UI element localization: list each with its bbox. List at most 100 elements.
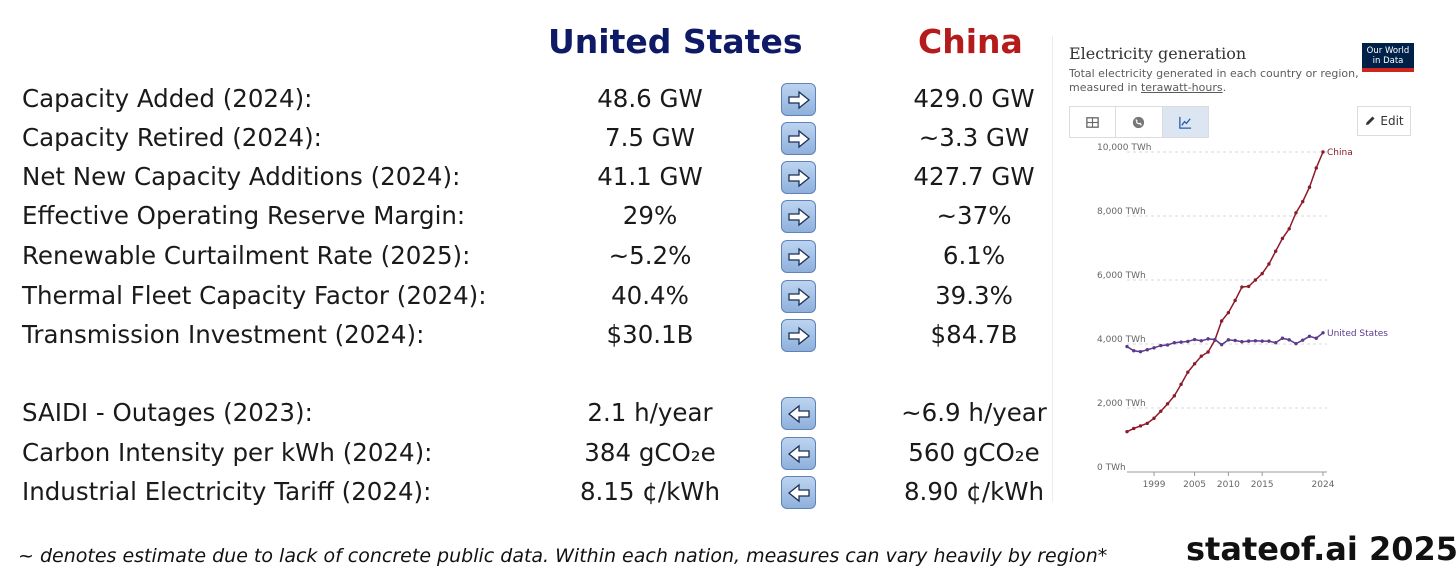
data-point <box>1307 185 1312 189</box>
data-point <box>1192 337 1197 342</box>
metric-row: Carbon Intensity per kWh (2024): 384 gCO₂… <box>0 434 1050 474</box>
data-point <box>1172 394 1177 398</box>
data-point <box>1280 236 1285 241</box>
china-value: 560 gCO₂e <box>908 438 1040 467</box>
series-line-united-states <box>1126 332 1324 353</box>
arrow-right-icon <box>781 122 816 155</box>
y-tick-label: 4,000 TWh <box>1097 335 1146 345</box>
data-point <box>1192 362 1197 366</box>
header-china: China <box>918 22 1023 61</box>
metric-label: SAIDI - Outages (2023): <box>22 398 313 427</box>
chart-subtitle: Total electricity generated in each coun… <box>1069 67 1359 95</box>
data-point <box>1206 337 1210 341</box>
y-tick-label: 0 TWh <box>1097 463 1126 473</box>
arrow-left-icon <box>781 437 816 470</box>
data-point <box>1301 199 1305 204</box>
metric-row: Transmission Investment (2024): $30.1B $84… <box>0 316 1050 356</box>
metric-row: Effective Operating Reserve Margin: 29% ~3… <box>0 197 1050 237</box>
metric-row: Capacity Retired (2024): 7.5 GW ~3.3 GW <box>0 119 1050 159</box>
data-point <box>1294 341 1298 346</box>
arrow-right-icon <box>781 319 816 352</box>
data-point <box>1294 211 1298 215</box>
data-point <box>1125 344 1129 349</box>
y-tick-label: 6,000 TWh <box>1097 271 1146 281</box>
data-point <box>1152 416 1156 420</box>
data-point <box>1280 336 1285 340</box>
metric-label: Capacity Retired (2024): <box>22 123 322 152</box>
china-value: 6.1% <box>942 241 1006 270</box>
data-point <box>1307 334 1312 339</box>
data-point <box>1138 349 1143 354</box>
china-value: 39.3% <box>935 281 1013 310</box>
data-point <box>1240 285 1244 289</box>
data-point <box>1199 339 1204 343</box>
data-point <box>1172 341 1177 345</box>
x-tick-label: 1999 <box>1143 480 1166 490</box>
data-point <box>1273 341 1278 345</box>
data-point <box>1132 426 1136 431</box>
data-point <box>1159 343 1163 348</box>
data-point <box>1206 350 1210 354</box>
us-value: 8.15 ¢/kWh <box>579 477 721 506</box>
metric-label: Industrial Electricity Tariff (2024): <box>22 477 432 506</box>
metric-label: Carbon Intensity per kWh (2024): <box>22 438 433 467</box>
data-point <box>1253 339 1258 343</box>
data-point <box>1287 227 1291 231</box>
metric-label: Renewable Curtailment Rate (2025): <box>22 241 471 270</box>
us-value: ~5.2% <box>608 241 692 270</box>
chart-subtitle-end: . <box>1222 81 1227 94</box>
table-tab[interactable] <box>1070 107 1117 137</box>
metric-label: Net New Capacity Additions (2024): <box>22 162 461 191</box>
data-point <box>1314 166 1318 170</box>
arrow-right-icon <box>781 280 816 313</box>
china-value: ~37% <box>936 201 1012 230</box>
chart-tab[interactable] <box>1162 107 1208 137</box>
data-point <box>1233 298 1237 303</box>
brand-label: stateof.ai 2025 <box>1186 530 1456 568</box>
metric-row: Industrial Electricity Tariff (2024): 8.1… <box>0 473 1050 513</box>
our-world-in-data-logo[interactable]: Our World in Data <box>1362 43 1414 72</box>
terawatt-hours-link[interactable]: terawatt-hours <box>1140 81 1223 94</box>
electricity-line-chart: 0 TWh 2,000 TWh 4,000 TWh 6,000 TWh 8,000 TW… <box>1097 143 1388 490</box>
y-tick-label: 2,000 TWh <box>1097 399 1146 409</box>
data-point <box>1125 429 1129 434</box>
arrow-right-icon <box>781 83 816 116</box>
us-value: 48.6 GW <box>597 84 703 113</box>
metric-row: Capacity Added (2024): 48.6 GW 429.0 GW <box>0 80 1050 120</box>
data-point <box>1273 249 1278 253</box>
edit-label: Edit <box>1380 114 1404 128</box>
globe-icon <box>1133 116 1145 128</box>
metric-row: Net New Capacity Additions (2024): 41.1 G… <box>0 158 1050 198</box>
data-point <box>1301 338 1305 342</box>
metric-label: Thermal Fleet Capacity Factor (2024): <box>22 281 487 310</box>
china-value: 8.90 ¢/kWh <box>903 477 1045 506</box>
edit-button[interactable]: Edit <box>1357 106 1411 136</box>
metric-row: SAIDI - Outages (2023): 2.1 h/year ~6.9 h/… <box>0 394 1050 434</box>
chart-subtitle-text: Total electricity generated in each coun… <box>1069 67 1359 94</box>
arrow-left-icon <box>781 476 816 509</box>
data-point <box>1179 382 1183 387</box>
us-value: 7.5 GW <box>605 123 695 152</box>
metric-row: Thermal Fleet Capacity Factor (2024): 40.… <box>0 277 1050 317</box>
china-value: ~3.3 GW <box>918 123 1030 152</box>
metric-label: Effective Operating Reserve Margin: <box>22 201 466 230</box>
series-label: China <box>1327 148 1353 158</box>
data-point <box>1253 278 1258 282</box>
data-point <box>1213 337 1217 342</box>
data-point <box>1138 424 1143 428</box>
data-point <box>1165 402 1170 406</box>
china-value: 427.7 GW <box>913 162 1035 191</box>
data-point <box>1287 338 1291 342</box>
x-tick-label: 2024 <box>1312 480 1335 490</box>
data-point <box>1186 339 1190 344</box>
data-point <box>1219 342 1224 347</box>
map-tab[interactable] <box>1116 107 1163 137</box>
data-point <box>1179 340 1183 344</box>
data-point <box>1233 338 1237 343</box>
electricity-chart-panel: Electricity generation Total electricity… <box>1052 36 1429 502</box>
arrow-left-icon <box>781 397 816 430</box>
arrow-right-icon <box>781 161 816 194</box>
data-point <box>1152 346 1156 350</box>
metric-label: Capacity Added (2024): <box>22 84 313 113</box>
data-point <box>1260 339 1264 343</box>
